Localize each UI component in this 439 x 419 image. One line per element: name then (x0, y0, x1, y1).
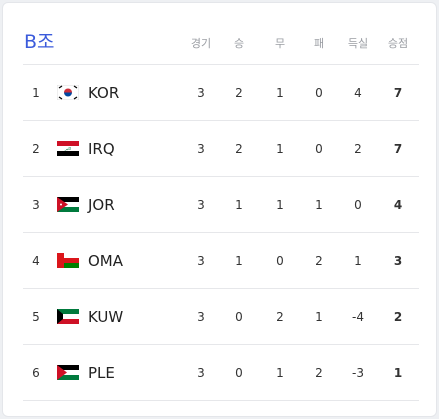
team-flag (57, 309, 79, 328)
rank: 5 (32, 310, 40, 324)
stat-cell: 2 (235, 142, 243, 156)
team-name: IRQ (88, 140, 115, 158)
stat-cell: 2 (276, 310, 284, 324)
team-name: OMA (88, 252, 124, 270)
stat-cell: 1 (393, 366, 403, 380)
stat-cell: 3 (393, 254, 403, 268)
stat-cell: 2 (393, 310, 403, 324)
team-flag (57, 365, 79, 384)
stat-cell: 1 (276, 198, 284, 212)
flag-icon (56, 84, 80, 101)
stat-cell: 3 (197, 86, 205, 100)
row-divider (23, 288, 419, 289)
rank: 2 (32, 142, 40, 156)
stat-cell: 7 (393, 86, 403, 100)
stat-cell: 1 (276, 142, 284, 156)
row-divider (23, 344, 419, 345)
stat-cell: 1 (315, 310, 323, 324)
row-divider (23, 232, 419, 233)
column-header: 승점 (387, 37, 409, 50)
team-name: KOR (88, 84, 120, 102)
stat-cell: 7 (393, 142, 403, 156)
flag-icon (57, 253, 79, 268)
stat-cell: 3 (197, 142, 205, 156)
stat-cell: 4 (354, 86, 362, 100)
stat-cell: 0 (315, 86, 323, 100)
stat-cell: 1 (235, 254, 243, 268)
stat-cell: 2 (235, 86, 243, 100)
column-header: 득실 (347, 37, 369, 50)
stat-cell: 1 (276, 366, 284, 380)
stat-cell: 1 (315, 198, 323, 212)
stat-cell: 2 (315, 254, 323, 268)
stat-cell: -4 (352, 310, 364, 324)
stat-cell: 0 (315, 142, 323, 156)
row-divider (23, 120, 419, 121)
team-flag (56, 84, 80, 104)
stat-cell: 0 (354, 198, 362, 212)
row-divider (23, 176, 419, 177)
svg-text:اكبر: اكبر (64, 146, 71, 151)
team-name: JOR (88, 196, 115, 214)
rank: 3 (32, 198, 40, 212)
stat-cell: 2 (354, 142, 362, 156)
stat-cell: -3 (352, 366, 364, 380)
column-header: 승 (233, 37, 245, 50)
stat-cell: 4 (393, 198, 403, 212)
stat-cell: 1 (354, 254, 362, 268)
team-name: PLE (88, 364, 115, 382)
flag-icon: اكبر (57, 141, 79, 156)
team-flag (57, 253, 79, 272)
rank: 1 (32, 86, 40, 100)
stat-cell: 1 (276, 86, 284, 100)
team-name: KUW (88, 308, 124, 326)
column-header: 경기 (190, 37, 212, 50)
column-header: 무 (274, 37, 286, 50)
stat-cell: 3 (197, 366, 205, 380)
flag-icon (57, 365, 79, 380)
team-flag (57, 197, 79, 216)
column-header: 패 (313, 37, 325, 50)
stat-cell: 3 (197, 310, 205, 324)
row-divider (23, 400, 419, 401)
flag-icon (57, 197, 79, 212)
team-flag: اكبر (57, 141, 79, 160)
stat-cell: 2 (315, 366, 323, 380)
group-title: B조 (24, 31, 55, 53)
flag-icon (57, 309, 79, 324)
stat-cell: 0 (276, 254, 284, 268)
row-divider (23, 64, 419, 65)
rank: 4 (32, 254, 40, 268)
stat-cell: 3 (197, 254, 205, 268)
rank: 6 (32, 366, 40, 380)
stat-cell: 0 (235, 310, 243, 324)
stat-cell: 0 (235, 366, 243, 380)
stat-cell: 3 (197, 198, 205, 212)
stat-cell: 1 (235, 198, 243, 212)
